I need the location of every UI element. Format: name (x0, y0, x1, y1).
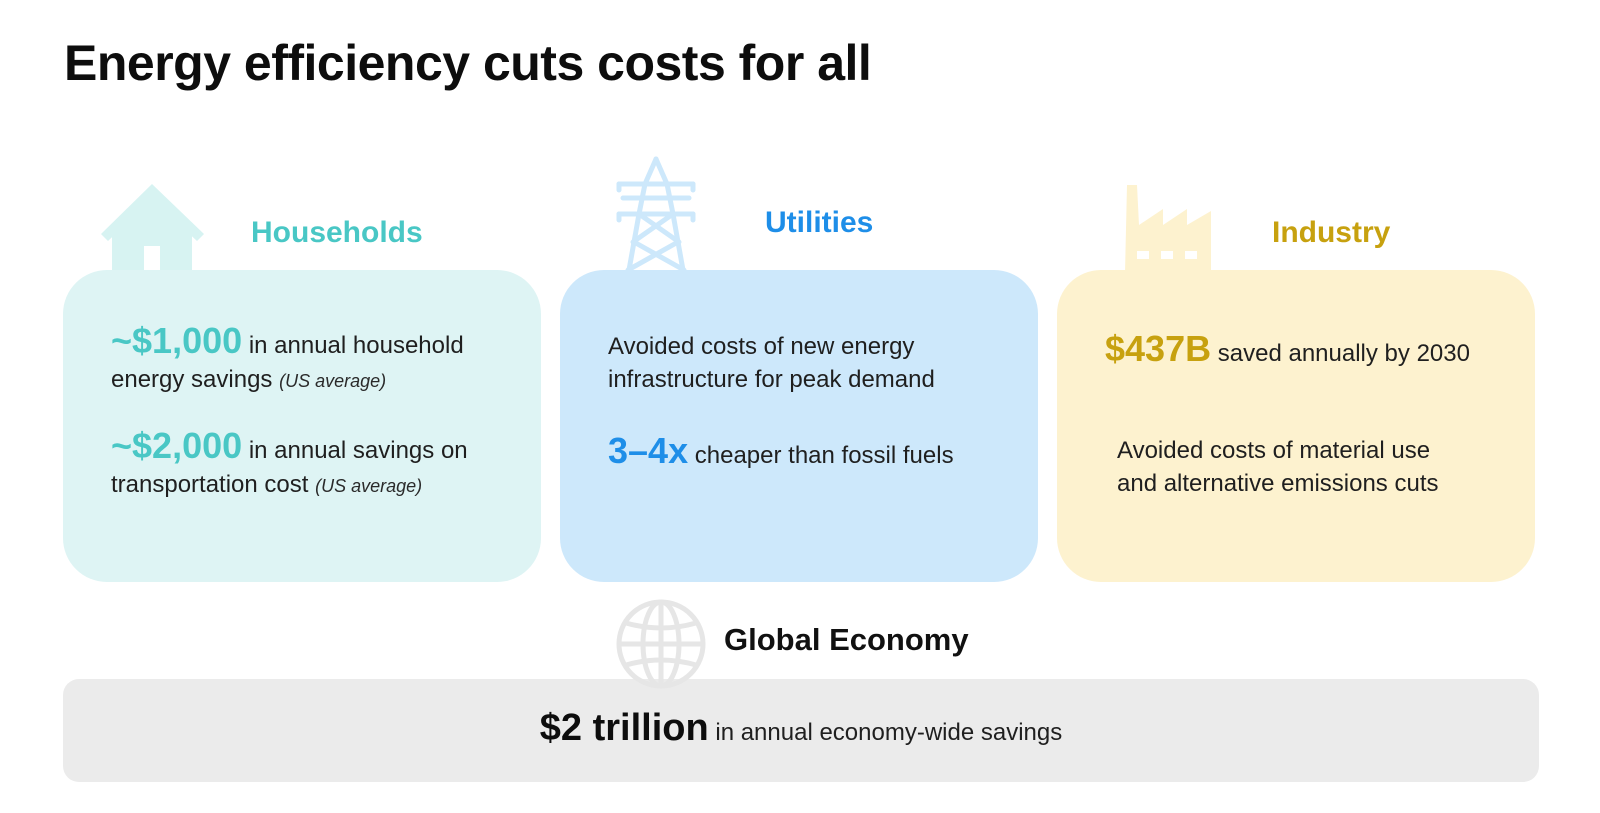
industry-line-2: and alternative emissions cuts (1117, 470, 1439, 497)
households-stat-1-note: (US average) (279, 371, 387, 391)
global-economy-bar: $2 trillion in annual economy-wide savin… (63, 679, 1539, 782)
households-card: ~$1,000 in annual household energy savin… (63, 270, 541, 582)
utilities-line-1: Avoided costs of new energy (608, 333, 915, 360)
industry-card: $437B saved annually by 2030 Avoided cos… (1057, 270, 1535, 582)
utilities-card: Avoided costs of new energy infrastructu… (560, 270, 1038, 582)
households-stat-2-value: ~$2,000 (111, 425, 243, 466)
utilities-stat-value: 3–4x (608, 430, 689, 471)
households-stat-2: ~$2,000 in annual savings on transportat… (111, 428, 531, 503)
households-stat-1-text2: energy savings (111, 366, 273, 393)
global-economy-label: Global Economy (724, 622, 969, 657)
industry-line-1: Avoided costs of material use (1117, 437, 1431, 464)
utilities-line-2: infrastructure for peak demand (608, 366, 935, 393)
utilities-stat: 3–4x cheaper than fossil fuels (608, 433, 1028, 473)
households-stat-2-text2: transportation cost (111, 471, 309, 498)
page-title: Energy efficiency cuts costs for all (64, 35, 872, 91)
industry-description: Avoided costs of material use and altern… (1117, 434, 1527, 500)
households-stat-2-note: (US average) (315, 476, 423, 496)
utilities-stat-text: cheaper than fossil fuels (694, 442, 954, 469)
households-label: Households (251, 216, 423, 249)
industry-label: Industry (1272, 216, 1391, 249)
households-stat-2-text: in annual savings on (248, 437, 468, 464)
global-economy-stat-text: in annual economy-wide savings (715, 719, 1063, 746)
utilities-label: Utilities (765, 206, 874, 239)
utilities-description: Avoided costs of new energy infrastructu… (608, 330, 1028, 396)
households-stat-1: ~$1,000 in annual household energy savin… (111, 323, 531, 398)
industry-stat: $437B saved annually by 2030 (1105, 331, 1525, 371)
global-economy-stat: $2 trillion in annual economy-wide savin… (63, 707, 1539, 750)
house-icon (101, 184, 204, 274)
households-stat-1-text: in annual household (248, 332, 464, 359)
industry-stat-text: saved annually by 2030 (1217, 340, 1470, 367)
globe-icon (616, 599, 706, 689)
power-tower-icon (616, 156, 696, 272)
households-stat-1-value: ~$1,000 (111, 320, 243, 361)
industry-stat-value: $437B (1105, 328, 1212, 369)
global-economy-stat-value: $2 trillion (539, 707, 709, 749)
factory-icon (1125, 185, 1211, 273)
